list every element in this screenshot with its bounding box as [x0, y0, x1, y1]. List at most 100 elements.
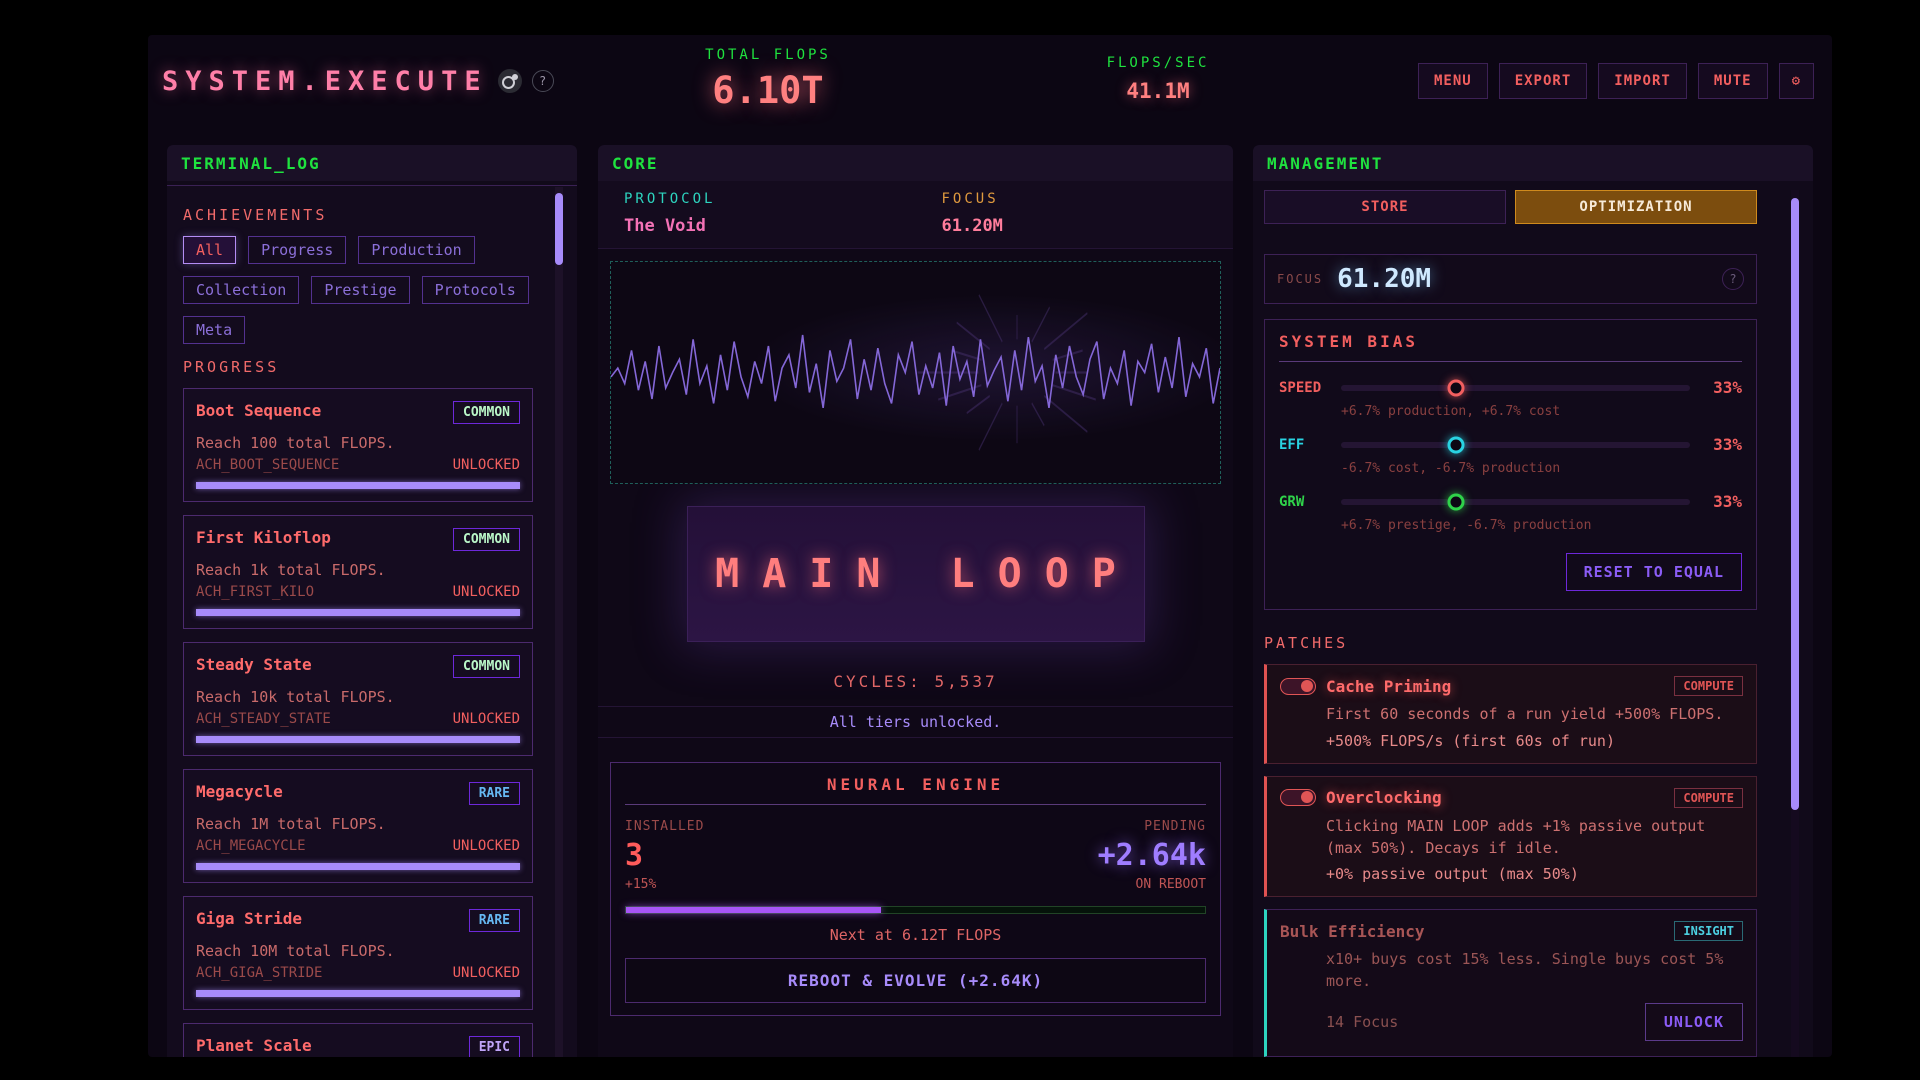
speed-slider-knob[interactable]	[1447, 379, 1465, 396]
filter-collection[interactable]: Collection	[183, 276, 300, 304]
achievement-desc: Reach 1M total FLOPS.	[196, 815, 386, 833]
achievement-progress-bar	[196, 482, 520, 489]
terminal-scrollbar-thumb[interactable]	[555, 193, 563, 265]
tab-optimization[interactable]: OPTIMIZATION	[1515, 190, 1757, 224]
grw-slider-desc: +6.7% prestige, -6.7% production	[1341, 518, 1592, 533]
tab-store[interactable]: STORE	[1264, 190, 1506, 224]
focus-label: FOCUS	[1277, 272, 1324, 286]
installed-value: 3	[625, 838, 644, 873]
neural-engine-panel: NEURAL ENGINE INSTALLED 3 +15% PENDING +…	[610, 762, 1221, 1016]
eff-slider[interactable]	[1341, 436, 1690, 453]
management-header: MANAGEMENT	[1253, 145, 1813, 181]
protocol-label: PROTOCOL	[624, 191, 716, 207]
achievement-name: Giga Stride	[196, 909, 302, 928]
terminal-log-header: TERMINAL_LOG	[167, 145, 577, 181]
app-window: SYSTEM.EXECUTE ? TOTAL FLOPS 6.10T FLOPS…	[148, 35, 1832, 1057]
management-scrollbar[interactable]	[1791, 190, 1799, 1057]
unlock-button[interactable]: UNLOCK	[1644, 1002, 1743, 1041]
eff-slider-desc: -6.7% cost, -6.7% production	[1341, 461, 1561, 476]
filter-protocols[interactable]: Protocols	[421, 276, 529, 304]
achievement-desc: Reach 10k total FLOPS.	[196, 688, 395, 706]
app-title: SYSTEM.EXECUTE	[162, 65, 488, 97]
management-scrollbar-thumb[interactable]	[1791, 198, 1799, 810]
achievement-card: Boot Sequence COMMON Reach 100 total FLO…	[183, 388, 533, 502]
grw-slider-knob[interactable]	[1447, 493, 1465, 510]
patch-desc: Clicking MAIN LOOP adds +1% passive outp…	[1326, 816, 1706, 857]
patch-effect: +0% passive output (max 50%)	[1326, 865, 1579, 884]
speed-slider-label: SPEED	[1279, 379, 1322, 396]
terminal-log-panel: TERMINAL_LOG ACHIEVEMENTS All Progress P…	[167, 145, 577, 1057]
system-bias-title: SYSTEM BIAS	[1279, 332, 1742, 362]
total-flops-label: TOTAL FLOPS	[705, 47, 831, 63]
rarity-badge: RARE	[468, 909, 520, 932]
focus-resource-box: FOCUS 61.20M ?	[1264, 254, 1757, 304]
achievement-status: UNLOCKED	[452, 838, 520, 854]
management-title: MANAGEMENT	[1267, 153, 1384, 173]
header-bar: SYSTEM.EXECUTE ? TOTAL FLOPS 6.10T FLOPS…	[148, 35, 1832, 127]
reset-to-equal-button[interactable]: RESET TO EQUAL	[1565, 553, 1742, 591]
filter-production[interactable]: Production	[358, 236, 475, 264]
flops-sec-label: FLOPS/SEC	[1106, 55, 1210, 71]
main-loop-button[interactable]: MAIN LOOP	[686, 506, 1145, 642]
management-panel: MANAGEMENT STORE OPTIMIZATION FOCUS 61.2…	[1253, 145, 1813, 1057]
core-subheader: PROTOCOL The Void FOCUS 61.20M	[598, 181, 1233, 249]
achievement-status: UNLOCKED	[452, 965, 520, 981]
core-focus-value: 61.20M	[941, 216, 1003, 236]
tiers-note: All tiers unlocked.	[598, 706, 1233, 738]
patch-cost: 14 Focus	[1326, 1012, 1399, 1031]
grw-slider[interactable]	[1341, 493, 1690, 510]
total-flops-stat: TOTAL FLOPS 6.10T	[618, 47, 918, 112]
achievement-progress-bar	[196, 990, 520, 997]
patch-badge: COMPUTE	[1674, 787, 1743, 808]
patch-card-cache-priming: Cache Priming COMPUTE First 60 seconds o…	[1264, 664, 1757, 764]
reboot-evolve-button[interactable]: REBOOT & EVOLVE (+2.64K)	[625, 958, 1206, 1003]
patch-effect: +500% FLOPS/s (first 60s of run)	[1326, 731, 1615, 750]
export-button[interactable]: EXPORT	[1498, 63, 1588, 99]
filter-meta[interactable]: Meta	[183, 316, 246, 344]
rarity-badge: COMMON	[453, 401, 520, 424]
installed-block: INSTALLED 3 +15%	[625, 819, 704, 892]
grw-slider-value: 33%	[1713, 492, 1742, 511]
filter-progress[interactable]: Progress	[248, 236, 347, 264]
achievement-card: Megacycle RARE Reach 1M total FLOPS. ACH…	[183, 769, 533, 883]
focus-help-icon[interactable]: ?	[1722, 268, 1744, 290]
focus-value: 61.20M	[1337, 264, 1432, 294]
filter-all[interactable]: All	[183, 236, 237, 264]
achievement-name: Planet Scale	[196, 1036, 312, 1055]
protocol-value: The Void	[624, 216, 706, 236]
overclocking-toggle[interactable]	[1280, 789, 1316, 807]
achievement-name: Megacycle	[196, 782, 283, 801]
settings-gear-icon[interactable]: ⚙	[1778, 63, 1814, 99]
help-icon[interactable]: ?	[531, 70, 554, 92]
steam-icon[interactable]	[497, 69, 522, 93]
menu-button[interactable]: MENU	[1417, 63, 1488, 99]
speed-slider-value: 33%	[1713, 378, 1742, 397]
core-title: CORE	[612, 153, 659, 173]
speed-slider-desc: +6.7% production, +6.7% cost	[1341, 404, 1561, 419]
patch-desc: First 60 seconds of a run yield +500% FL…	[1326, 705, 1724, 723]
achievement-code: ACH_MEGACYCLE	[196, 838, 306, 854]
achievement-card: Planet Scale EPIC Reach 100M total FLOPS…	[183, 1023, 533, 1057]
terminal-scrollbar[interactable]	[555, 187, 563, 1057]
patch-badge: COMPUTE	[1674, 676, 1743, 696]
filter-prestige[interactable]: Prestige	[311, 276, 410, 304]
core-panel: CORE PROTOCOL The Void FOCUS 61.20M MAIN…	[598, 145, 1233, 1057]
achievement-progress-bar	[196, 736, 520, 743]
achievement-code: ACH_BOOT_SEQUENCE	[196, 457, 340, 473]
import-button[interactable]: IMPORT	[1598, 63, 1687, 99]
progress-label: PROGRESS	[183, 358, 280, 376]
achievement-desc: Reach 1k total FLOPS.	[196, 561, 386, 579]
patch-badge: INSIGHT	[1674, 921, 1743, 942]
patch-name: Cache Priming	[1326, 676, 1452, 696]
grw-slider-label: GRW	[1279, 493, 1305, 510]
waveform-line	[611, 335, 1220, 408]
cache-priming-toggle[interactable]	[1280, 677, 1316, 695]
speed-slider[interactable]	[1341, 379, 1690, 396]
management-body: STORE OPTIMIZATION FOCUS 61.20M ? SYSTEM…	[1253, 181, 1813, 1057]
achievement-card: Steady State COMMON Reach 10k total FLOP…	[183, 642, 533, 756]
mute-button[interactable]: MUTE	[1697, 63, 1768, 99]
eff-slider-knob[interactable]	[1447, 436, 1465, 453]
achievement-code: ACH_FIRST_KILO	[196, 584, 315, 600]
installed-label: INSTALLED	[625, 819, 705, 834]
flops-sec-stat: FLOPS/SEC 41.1M	[1048, 55, 1268, 103]
